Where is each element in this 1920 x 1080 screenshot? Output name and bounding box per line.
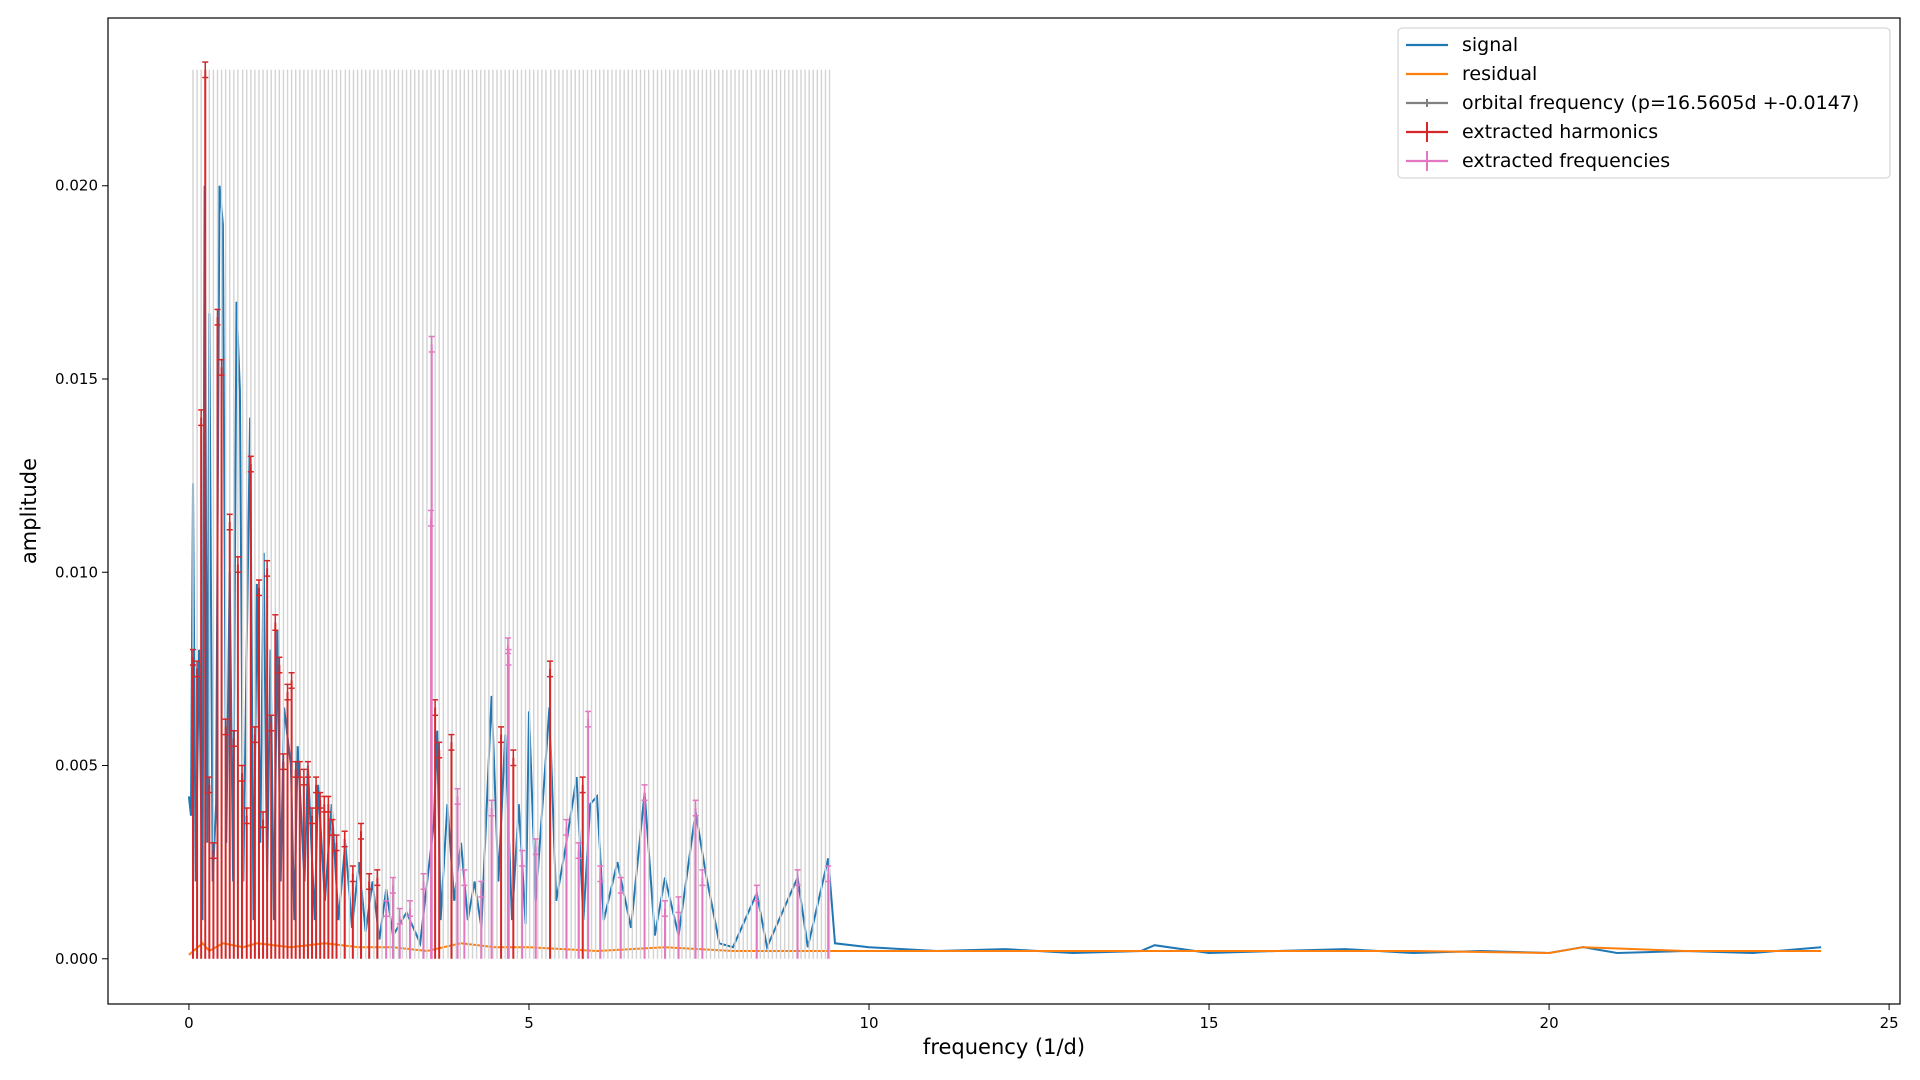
error-bar <box>448 733 455 751</box>
error-bar <box>617 876 624 894</box>
error-bar <box>641 784 648 802</box>
error-bar <box>428 509 435 527</box>
error-bar <box>366 872 373 890</box>
series-line <box>187 185 1822 955</box>
error-bar <box>325 795 332 813</box>
legend-label: orbital frequency (p=16.5605d +-0.0147) <box>1462 92 1859 114</box>
x-tick-label: 10 <box>859 1014 878 1032</box>
legend-label: extracted frequencies <box>1462 150 1670 172</box>
error-bar <box>268 714 275 732</box>
error-bar <box>255 579 262 597</box>
y-tick-label: 0.015 <box>55 370 98 388</box>
error-bar <box>383 900 390 918</box>
error-bar <box>675 896 682 914</box>
error-bar <box>190 648 197 666</box>
error-bar <box>374 869 381 887</box>
error-bar <box>214 308 221 326</box>
error-bar <box>218 358 225 376</box>
error-bar <box>284 683 291 701</box>
error-bar <box>243 807 250 825</box>
error-bar <box>357 822 364 840</box>
error-bar <box>699 869 706 887</box>
y-tick-label: 0.005 <box>55 757 98 775</box>
error-bar <box>341 830 348 848</box>
error-bar <box>222 718 229 736</box>
x-tick-label: 15 <box>1199 1014 1218 1032</box>
error-bar <box>333 834 340 852</box>
legend-label: residual <box>1462 63 1537 85</box>
x-tick-label: 25 <box>1880 1014 1899 1032</box>
error-bar <box>579 776 586 794</box>
error-bar <box>461 869 468 887</box>
error-bar <box>519 849 526 867</box>
error-bar <box>794 869 801 887</box>
error-bar <box>420 872 427 890</box>
error-bar <box>260 811 267 829</box>
error-bar <box>753 884 760 902</box>
legend-label: signal <box>1462 34 1518 56</box>
error-bar <box>389 876 396 894</box>
error-bar <box>321 795 328 813</box>
error-bar <box>349 865 356 883</box>
error-bar <box>234 556 241 574</box>
plot-area <box>187 61 1822 959</box>
error-bar <box>488 799 495 817</box>
error-bar <box>251 726 258 744</box>
error-bar <box>498 726 505 744</box>
error-bar <box>396 907 403 925</box>
error-bar <box>230 729 237 747</box>
error-bar <box>406 900 413 918</box>
error-bar <box>194 660 201 678</box>
error-bar <box>238 764 245 782</box>
error-bar <box>296 760 303 778</box>
error-bar <box>198 409 205 427</box>
plot-frame <box>107 17 1901 1005</box>
error-bar <box>226 513 233 531</box>
error-bar <box>575 842 582 860</box>
error-bar <box>563 818 570 836</box>
error-bar <box>505 648 512 666</box>
y-axis-label: amplitude <box>17 458 41 564</box>
error-bar <box>300 768 307 786</box>
legend-label: extracted harmonics <box>1462 121 1658 143</box>
x-tick-label: 0 <box>184 1014 194 1032</box>
error-bar <box>288 672 295 689</box>
error-bar <box>210 842 217 860</box>
error-bar <box>597 865 604 883</box>
error-bar <box>264 559 271 577</box>
x-axis-label: frequency (1/d) <box>923 1035 1085 1059</box>
error-bar <box>692 799 699 817</box>
error-bar <box>202 61 209 79</box>
error-bar <box>304 760 311 778</box>
error-bar <box>532 838 539 856</box>
error-bar <box>309 807 316 825</box>
error-bar <box>585 710 592 728</box>
error-bar <box>825 865 832 883</box>
error-bar <box>478 880 485 898</box>
error-bar <box>547 660 554 678</box>
error-bar <box>432 699 439 717</box>
error-bar <box>661 900 668 918</box>
error-bar <box>247 455 254 473</box>
error-bar <box>280 753 287 771</box>
error-bar <box>428 335 435 353</box>
x-tick-label: 5 <box>524 1014 534 1032</box>
legend-box <box>1397 27 1891 179</box>
error-bar <box>272 614 279 631</box>
error-bar <box>436 741 443 759</box>
x-tick-label: 20 <box>1540 1014 1559 1032</box>
y-tick-label: 0.020 <box>55 177 98 195</box>
error-bar <box>276 656 283 674</box>
error-bar <box>317 791 324 809</box>
y-tick-label: 0.000 <box>55 950 98 968</box>
error-bar <box>206 776 213 794</box>
error-bar <box>454 787 461 805</box>
error-bar <box>510 749 517 767</box>
y-tick-label: 0.010 <box>55 563 98 581</box>
